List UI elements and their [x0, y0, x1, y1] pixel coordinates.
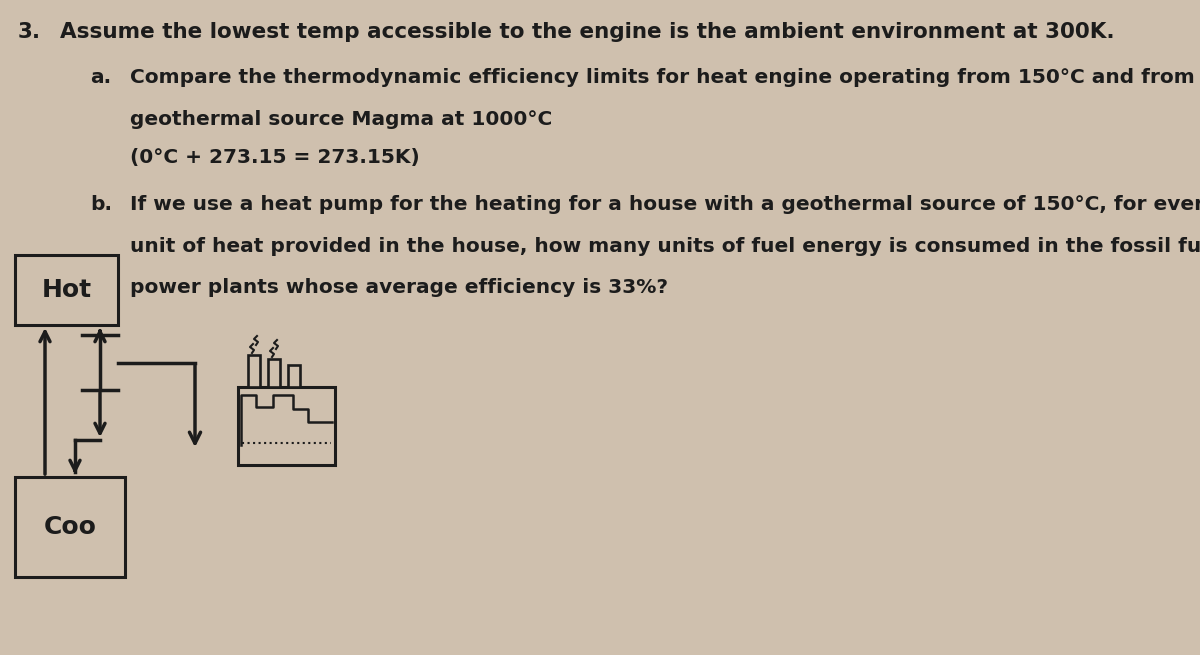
Text: geothermal source Magma at 1000°C: geothermal source Magma at 1000°C — [130, 110, 552, 129]
Text: power plants whose average efficiency is 33%?: power plants whose average efficiency is… — [130, 278, 668, 297]
Text: Coo: Coo — [43, 515, 96, 539]
Bar — [248, 355, 260, 387]
Text: Assume the lowest temp accessible to the engine is the ambient environment at 30: Assume the lowest temp accessible to the… — [60, 22, 1115, 42]
Text: 3.: 3. — [18, 22, 41, 42]
Bar — [288, 365, 300, 387]
Text: unit of heat provided in the house, how many units of fuel energy is consumed in: unit of heat provided in the house, how … — [130, 237, 1200, 256]
Bar — [268, 359, 280, 387]
Text: Compare the thermodynamic efficiency limits for heat engine operating from 150°C: Compare the thermodynamic efficiency lim… — [130, 68, 1195, 87]
Text: If we use a heat pump for the heating for a house with a geothermal source of 15: If we use a heat pump for the heating fo… — [130, 195, 1200, 214]
Bar — [14, 477, 125, 577]
Text: b.: b. — [90, 195, 112, 214]
Bar — [238, 387, 335, 465]
Text: a.: a. — [90, 68, 112, 87]
Bar — [14, 255, 118, 325]
Text: (0°C + 273.15 = 273.15K): (0°C + 273.15 = 273.15K) — [130, 148, 420, 167]
Text: Hot: Hot — [42, 278, 91, 302]
